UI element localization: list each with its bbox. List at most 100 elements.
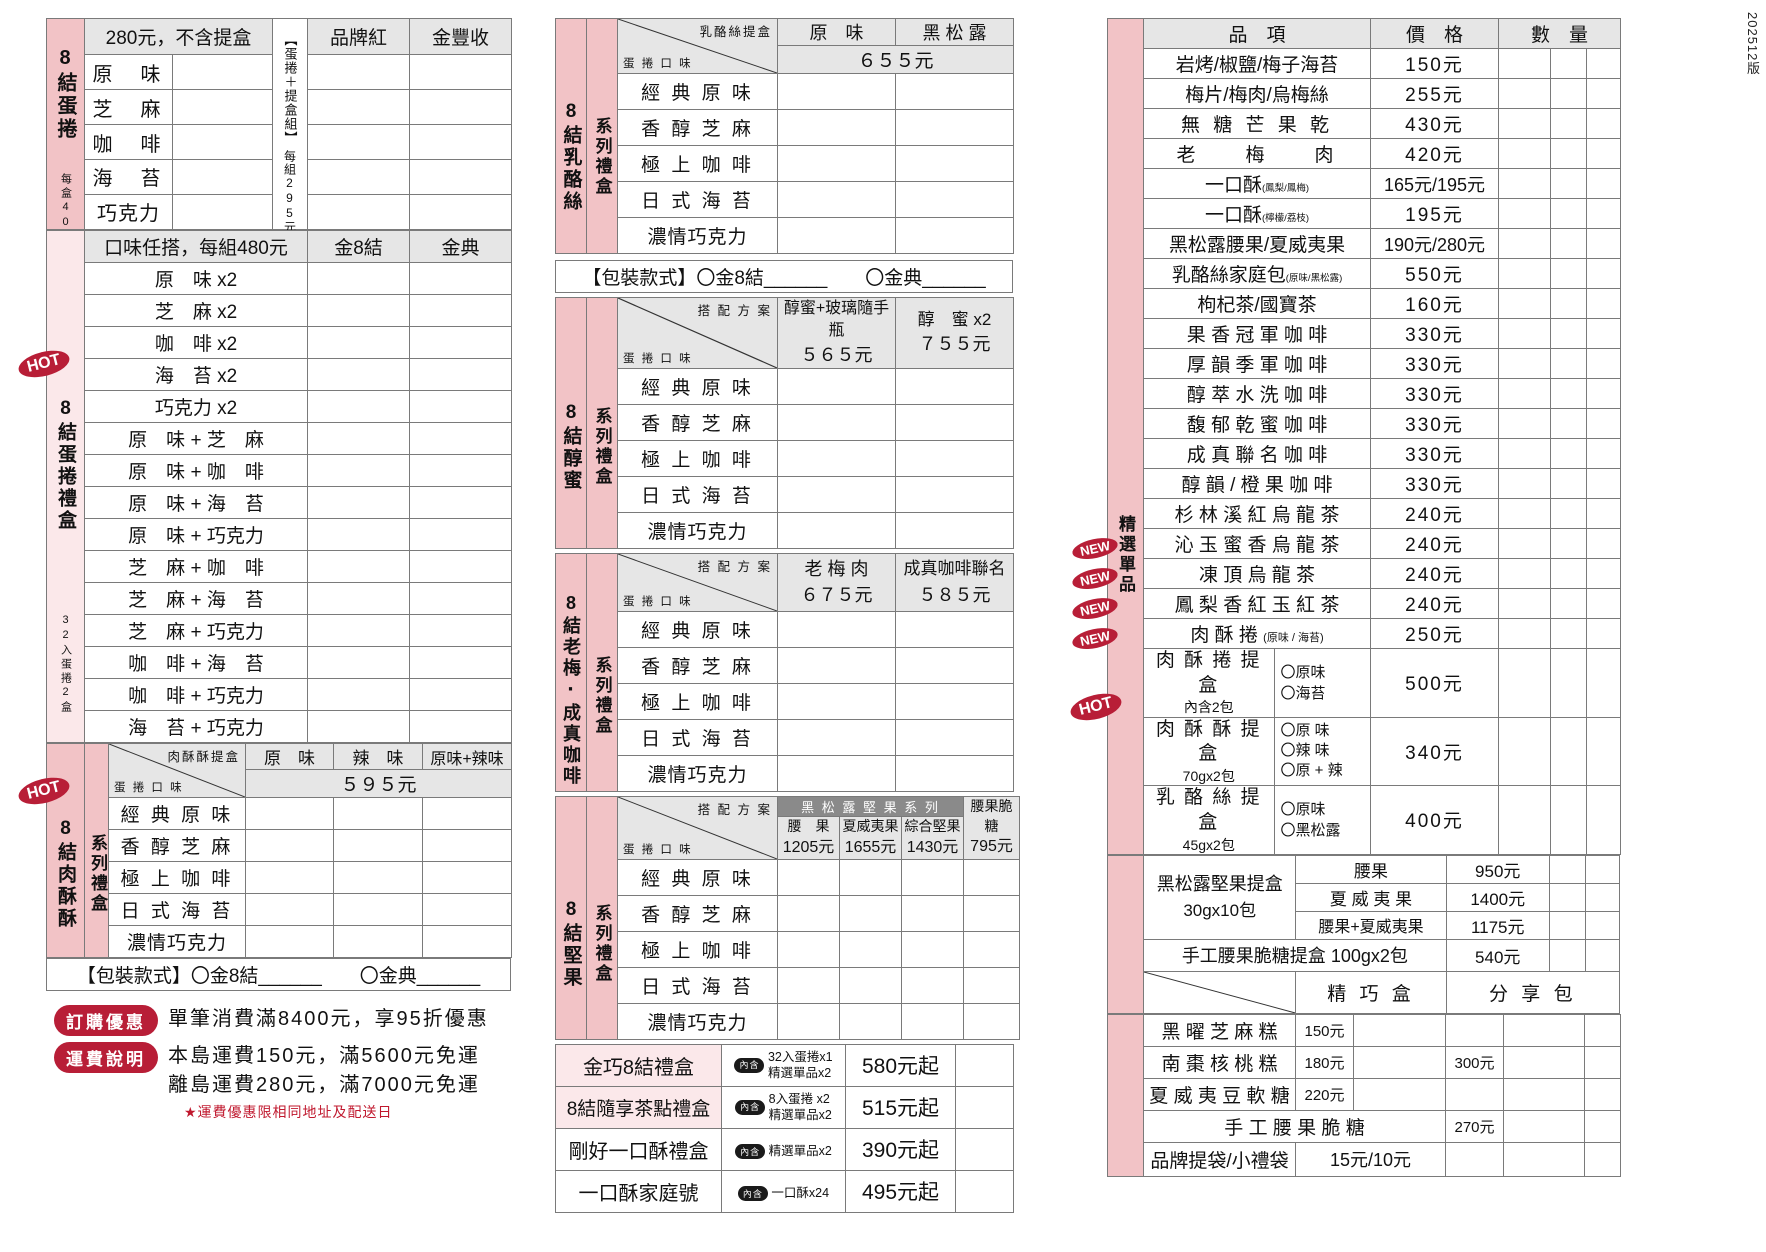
qty-cell[interactable] xyxy=(963,966,1021,1004)
qty-cell[interactable] xyxy=(1585,108,1622,139)
option-choice[interactable]: 〇原 味 xyxy=(1280,721,1330,739)
option-choice[interactable]: 〇海苔 xyxy=(1280,684,1326,702)
qty-cell[interactable] xyxy=(1585,228,1622,259)
qty-cell[interactable] xyxy=(777,403,896,441)
qty-cell[interactable] xyxy=(1550,318,1587,349)
qty-cell[interactable] xyxy=(1498,168,1551,199)
qty-cell[interactable] xyxy=(1503,1045,1585,1079)
qty-cell[interactable] xyxy=(1585,438,1622,469)
qty-cell[interactable] xyxy=(1353,1013,1446,1047)
qty-cell[interactable] xyxy=(1550,288,1587,319)
qty-cell[interactable] xyxy=(307,390,410,423)
qty-cell[interactable] xyxy=(777,217,896,254)
qty-cell[interactable] xyxy=(409,646,512,679)
qty-cell[interactable] xyxy=(1550,498,1587,529)
qty-cell[interactable] xyxy=(1548,882,1586,912)
qty-cell[interactable] xyxy=(1550,785,1587,855)
qty-cell[interactable] xyxy=(422,893,512,926)
qty-cell[interactable] xyxy=(171,159,274,195)
qty-cell[interactable] xyxy=(307,518,410,551)
qty-cell[interactable] xyxy=(409,89,513,126)
qty-cell[interactable] xyxy=(963,1002,1021,1040)
qty-cell[interactable] xyxy=(1550,168,1587,199)
qty-cell[interactable] xyxy=(895,610,1014,648)
qty-cell[interactable] xyxy=(895,73,1014,110)
qty-cell[interactable] xyxy=(1550,618,1587,649)
qty-cell[interactable] xyxy=(409,262,512,295)
qty-cell[interactable] xyxy=(409,614,512,647)
qty-cell[interactable] xyxy=(895,511,1014,549)
qty-cell[interactable] xyxy=(307,294,410,327)
qty-cell[interactable] xyxy=(1550,258,1587,289)
qty-cell[interactable] xyxy=(1353,1077,1446,1111)
qty-cell[interactable] xyxy=(1498,648,1551,718)
qty-cell[interactable] xyxy=(1498,108,1551,139)
qty-cell[interactable] xyxy=(963,930,1021,968)
qty-cell[interactable] xyxy=(422,861,512,894)
qty-cell[interactable] xyxy=(333,893,423,926)
qty-cell[interactable] xyxy=(955,1169,1014,1213)
qty-cell[interactable] xyxy=(1585,258,1622,289)
qty-cell[interactable] xyxy=(1498,588,1551,619)
qty-cell[interactable] xyxy=(307,454,410,487)
qty-cell[interactable] xyxy=(307,582,410,615)
qty-cell[interactable] xyxy=(1498,378,1551,409)
qty-cell[interactable] xyxy=(307,124,411,160)
qty-cell[interactable] xyxy=(777,610,896,648)
qty-cell[interactable] xyxy=(1585,528,1622,559)
qty-cell[interactable] xyxy=(963,894,1021,932)
qty-cell[interactable] xyxy=(245,829,334,862)
qty-cell[interactable] xyxy=(307,262,410,295)
option-choice[interactable]: 〇原味 xyxy=(1280,663,1326,681)
qty-cell[interactable] xyxy=(1584,910,1621,940)
qty-cell[interactable] xyxy=(1498,785,1551,855)
qty-cell[interactable] xyxy=(1503,1109,1585,1143)
qty-cell[interactable] xyxy=(1498,258,1551,289)
qty-cell[interactable] xyxy=(1498,558,1551,589)
qty-cell[interactable] xyxy=(1550,198,1587,229)
qty-cell[interactable] xyxy=(1548,910,1586,940)
qty-cell[interactable] xyxy=(1585,588,1622,619)
qty-cell[interactable] xyxy=(895,439,1014,477)
qty-cell[interactable] xyxy=(307,326,410,359)
qty-cell[interactable] xyxy=(895,145,1014,182)
qty-cell[interactable] xyxy=(895,367,1014,405)
qty-cell[interactable] xyxy=(1498,618,1551,649)
qty-cell[interactable] xyxy=(895,181,1014,218)
qty-cell[interactable] xyxy=(963,858,1021,896)
qty-cell[interactable] xyxy=(1585,348,1622,379)
qty-cell[interactable] xyxy=(409,518,512,551)
qty-cell[interactable] xyxy=(1584,854,1621,884)
qty-cell[interactable] xyxy=(409,294,512,327)
qty-cell[interactable] xyxy=(409,193,513,231)
qty-cell[interactable] xyxy=(1585,716,1622,787)
qty-cell[interactable] xyxy=(777,511,896,549)
qty-cell[interactable] xyxy=(1550,348,1587,379)
qty-cell[interactable] xyxy=(1548,854,1586,884)
qty-cell[interactable] xyxy=(1503,1077,1585,1111)
qty-cell[interactable] xyxy=(1550,78,1587,109)
qty-cell[interactable] xyxy=(1498,498,1551,529)
qty-cell[interactable] xyxy=(1584,1045,1621,1079)
qty-cell[interactable] xyxy=(307,159,411,195)
qty-cell[interactable] xyxy=(307,193,411,231)
qty-cell[interactable] xyxy=(307,614,410,647)
qty-cell[interactable] xyxy=(333,861,423,894)
qty-cell[interactable] xyxy=(955,1127,1014,1171)
qty-cell[interactable] xyxy=(245,893,334,926)
qty-cell[interactable] xyxy=(895,217,1014,254)
qty-cell[interactable] xyxy=(171,54,274,91)
qty-cell[interactable] xyxy=(1498,318,1551,349)
qty-cell[interactable] xyxy=(900,966,965,1004)
qty-cell[interactable] xyxy=(1550,648,1587,718)
qty-cell[interactable] xyxy=(895,403,1014,441)
qty-cell[interactable] xyxy=(171,193,274,231)
qty-cell[interactable] xyxy=(1498,228,1551,259)
option-choice[interactable]: 〇原味 xyxy=(1280,800,1326,818)
qty-cell[interactable] xyxy=(777,930,840,968)
qty-cell[interactable] xyxy=(307,89,411,126)
qty-cell[interactable] xyxy=(1585,168,1622,199)
qty-cell[interactable] xyxy=(409,550,512,583)
qty-cell[interactable] xyxy=(1550,438,1587,469)
qty-cell[interactable] xyxy=(1585,408,1622,439)
